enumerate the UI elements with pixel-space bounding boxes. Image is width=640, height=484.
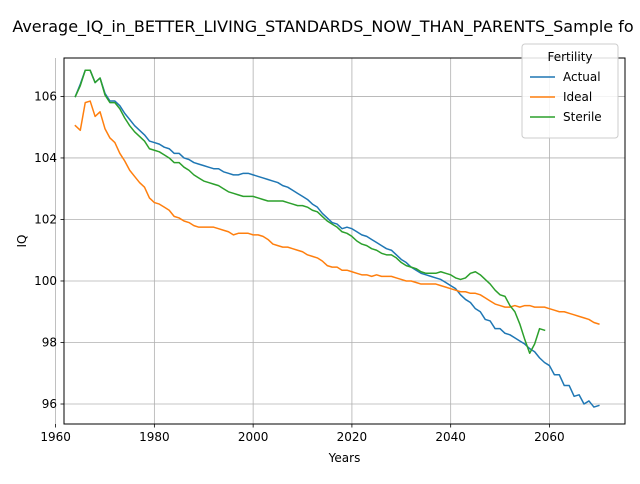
y-tick-label: 104 xyxy=(34,151,57,165)
legend: Fertility Actual Ideal Sterile xyxy=(521,43,619,139)
y-axis: 96 98 100 102 104 106 xyxy=(34,89,64,411)
series-line-actual xyxy=(74,69,600,408)
x-tick-label: 2060 xyxy=(534,430,565,444)
plot-area-frame xyxy=(63,57,626,425)
legend-label-sterile: Sterile xyxy=(563,110,602,124)
legend-label-actual: Actual xyxy=(563,70,601,84)
x-tick-label: 2000 xyxy=(238,430,269,444)
x-axis-label: Years xyxy=(328,451,361,465)
y-tick-label: 102 xyxy=(34,212,57,226)
legend-box xyxy=(521,43,619,139)
y-tick-label: 106 xyxy=(34,89,57,103)
x-tick-label: 1980 xyxy=(139,430,170,444)
y-tick-label: 98 xyxy=(42,335,57,349)
y-tick-label: 100 xyxy=(34,274,57,288)
legend-label-ideal: Ideal xyxy=(563,90,592,104)
series-lines xyxy=(74,69,600,408)
legend-entries: Actual Ideal Sterile xyxy=(530,70,602,124)
x-tick-label: 1960 xyxy=(40,430,71,444)
chart-title: Average_IQ_in_BETTER_LIVING_STANDARDS_NO… xyxy=(12,17,633,37)
grid xyxy=(55,58,625,424)
x-axis: 1960 1980 2000 2020 2040 2060 xyxy=(40,424,565,444)
series-line-sterile xyxy=(74,69,546,355)
y-tick-label: 96 xyxy=(42,397,57,411)
x-tick-label: 2040 xyxy=(435,430,466,444)
legend-title: Fertility xyxy=(547,50,592,64)
y-axis-label: IQ xyxy=(15,235,29,248)
x-tick-label: 2020 xyxy=(337,430,368,444)
